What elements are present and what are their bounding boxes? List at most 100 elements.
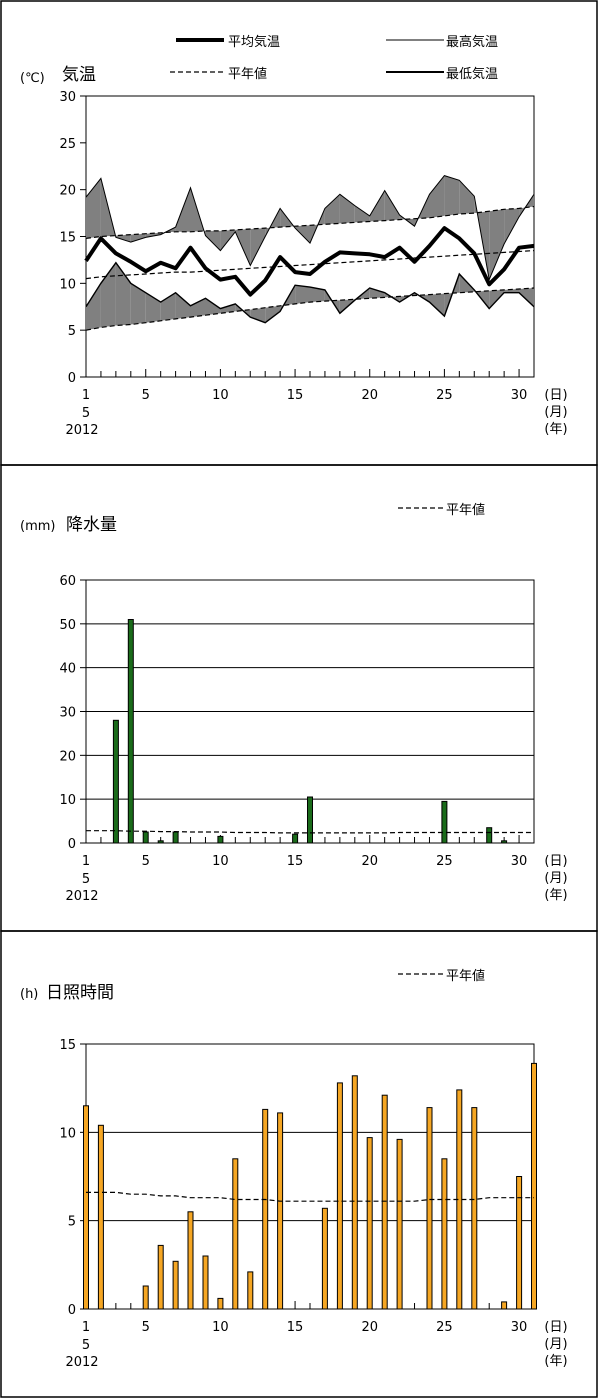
temp-max-deviation-area [354,205,370,223]
sun-bar [277,1112,284,1310]
sun-xtick-label: 30 [511,1320,528,1335]
sun-bar [321,1207,328,1310]
precip-xtick-label: 25 [436,854,453,869]
temp-ytick-label: 25 [59,137,76,152]
precip-bar [441,800,448,844]
temp-max-deviation-area [489,209,505,280]
legend-min-label: 最低気温 [446,66,498,82]
sun-xtick-label: 5 [142,1320,150,1335]
temp-max-line [85,175,535,282]
temp-min-deviation-area [429,293,445,317]
temp-ytick-label: 30 [59,90,76,105]
precip-xunit-label: (年) [544,888,567,903]
temp-max-deviation-area [130,233,146,243]
temp-max-deviation-area [504,208,520,244]
sun-ytick-label: 0 [68,1303,76,1318]
sun-year-label: 2012 [65,1355,98,1370]
temp-min-deviation-area [250,307,266,323]
temp-normal-mean-line [85,250,535,280]
sun-ytick-label: 5 [68,1215,76,1230]
precip-ytick-label: 60 [59,574,76,589]
temp-min-deviation-area [130,283,146,325]
temp-max-deviation-area [444,175,460,216]
temp-min-deviation-area [86,283,101,331]
precip-year-label: 2012 [65,889,98,904]
sun-bar [516,1176,523,1310]
sun-bar [262,1108,269,1310]
precip-xtick-label: 1 [82,854,90,869]
precip-ytick-label: 50 [59,618,76,633]
sun-bar [142,1285,149,1310]
temp-ytick-label: 15 [59,231,76,246]
sun-bar [336,1082,343,1310]
sun-xunit-label: (年) [544,1354,567,1369]
temp-month-label: 5 [82,406,90,421]
precip-ytick-label: 30 [59,706,76,721]
precip-bar [217,835,224,844]
sun-bar [471,1107,478,1310]
temp-min-deviation-area [295,285,310,304]
temp-max-deviation-area [250,228,266,266]
sun-month-label: 5 [82,1338,90,1353]
temp-year-label: 2012 [65,423,98,438]
sun-bar [501,1301,508,1310]
sun-bar [157,1244,164,1310]
sun-bar [217,1297,224,1310]
precip-month-label: 5 [82,872,90,887]
sun-bar [232,1158,239,1310]
sun-xtick-label: 1 [82,1320,90,1335]
temp-min-line [85,261,535,324]
precip-bar [486,827,493,844]
precip-ytick-label: 20 [59,749,76,764]
precip-xtick-label: 10 [212,854,229,869]
temp-title: 気温 [62,65,96,85]
sun-bar [441,1158,448,1310]
temp-min-deviation-area [310,287,325,303]
precip-xtick-label: 30 [511,854,528,869]
temp-min-deviation-area [265,305,281,323]
temp-ytick-label: 0 [68,371,76,386]
temp-min-deviation-area [160,292,176,321]
temp-xtick-label: 20 [361,388,378,403]
temp-xtick-label: 5 [142,388,150,403]
temp-ytick-label: 10 [59,277,76,292]
temp-ylabel: (℃) [20,71,45,86]
legend-max-label: 最高気温 [446,34,498,50]
sun-bar [366,1137,373,1310]
sun-plot-frame [85,1043,535,1310]
sun-ytick-label: 15 [59,1038,76,1053]
temp-max-deviation-area [115,234,131,243]
precip-ytick-label: 10 [59,793,76,808]
sun-normal-line [86,1191,534,1202]
temp-max-deviation-area [369,190,385,222]
temp-xtick-label: 1 [82,388,90,403]
sun-bar [172,1260,179,1310]
sun-ytick-label: 10 [59,1126,76,1141]
temp-min-deviation-area [220,303,236,314]
temp-ytick-label: 20 [59,184,76,199]
temp-min-deviation-area [205,298,221,316]
temp-max-deviation-area [459,180,475,214]
temp-normal-max-line [85,205,535,239]
sun-bar [187,1211,194,1310]
sun-xtick-label: 20 [361,1320,378,1335]
sun-bar [202,1255,209,1310]
sun-ylabel: (h) [20,987,38,1002]
sun-bar [247,1271,254,1310]
precip-xtick-label: 20 [361,854,378,869]
legend-mean-label: 平均気温 [228,34,280,50]
precip-bar [127,619,134,844]
precip-xtick-label: 15 [287,854,304,869]
temp-max-deviation-area [384,190,400,221]
precip-bar [292,833,299,844]
precip-xunit-label: (月) [544,871,567,886]
legend-normal-label: 平年値 [228,66,267,82]
sun-bar [97,1124,104,1310]
temp-max-deviation-area [339,194,355,224]
temp-mean-line [84,226,535,297]
temp-xtick-label: 30 [511,388,528,403]
